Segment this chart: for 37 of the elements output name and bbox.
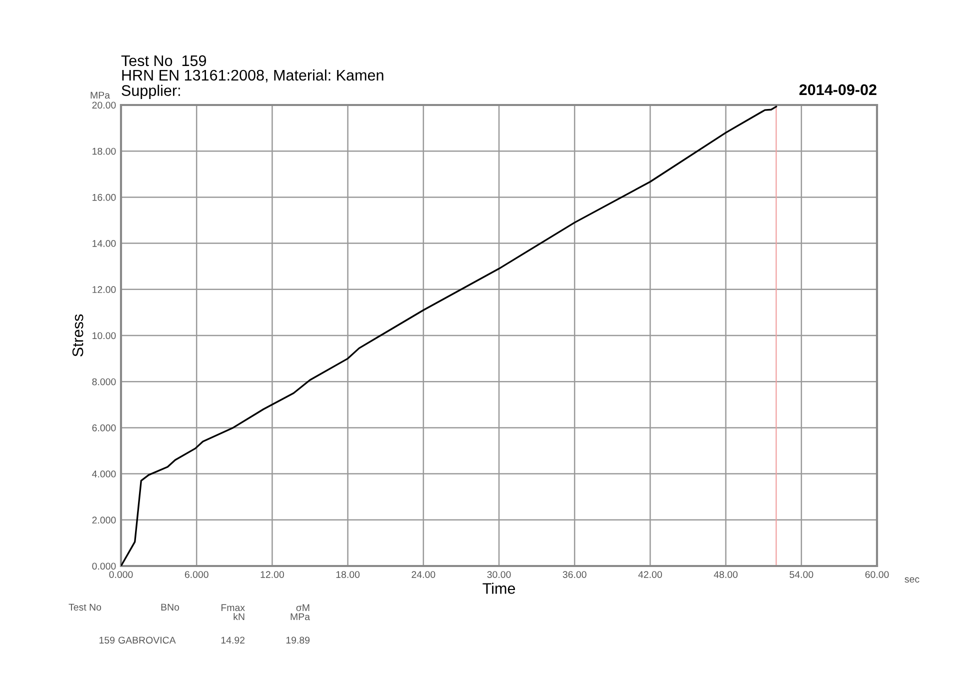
y-tick-label: 12.00: [92, 286, 116, 294]
y-tick-label: 14.00: [92, 240, 116, 247]
x-tick-label: 54.00: [790, 571, 814, 578]
text: sec: [904, 577, 920, 583]
y-tick-label: 20.00: [92, 102, 116, 109]
x-axis-title: Time: [482, 582, 516, 594]
y-tick-label: 2.000: [92, 516, 116, 524]
text: 2014-09-02: [799, 84, 876, 96]
x-tick-label: 18.00: [336, 571, 360, 578]
x-tick-label: 60.00: [865, 571, 889, 578]
chart-subtitle: HRN EN 13161:2008, Material: Kamen Supplier:: [122, 69, 384, 99]
y-tick-label: 6.000: [92, 424, 116, 432]
text: MPa: [90, 92, 110, 99]
y-tick-label: 18.00: [92, 148, 116, 155]
y-axis-title: Stress: [72, 314, 84, 356]
chart-title: Test No 159: [121, 55, 206, 66]
text: BNo: [161, 604, 180, 611]
y-tick-label: 10.00: [92, 332, 116, 340]
x-tick-label: 36.00: [562, 571, 586, 578]
y-tick-label: 4.000: [92, 470, 116, 478]
text: Fmax kN: [221, 604, 245, 620]
text: 19.89: [286, 636, 310, 644]
x-tick-label: 30.00: [487, 571, 511, 578]
x-tick-label: 24.00: [412, 571, 436, 578]
x-tick-label: 42.00: [638, 571, 662, 578]
x-tick-label: 12.00: [260, 571, 284, 578]
text: GABROVICA: [118, 636, 176, 644]
text: σM MPa: [290, 604, 310, 620]
text: Test No: [68, 604, 102, 611]
text: 14.92: [221, 636, 245, 644]
text: 159: [100, 636, 115, 644]
y-tick-label: 16.00: [92, 194, 116, 201]
y-tick-label: 8.000: [92, 378, 116, 386]
y-tick-label: 0.000: [92, 562, 116, 570]
x-tick-label: 6.000: [184, 571, 208, 578]
x-tick-label: 48.00: [714, 571, 738, 578]
x-tick-label: 0.000: [109, 571, 133, 578]
